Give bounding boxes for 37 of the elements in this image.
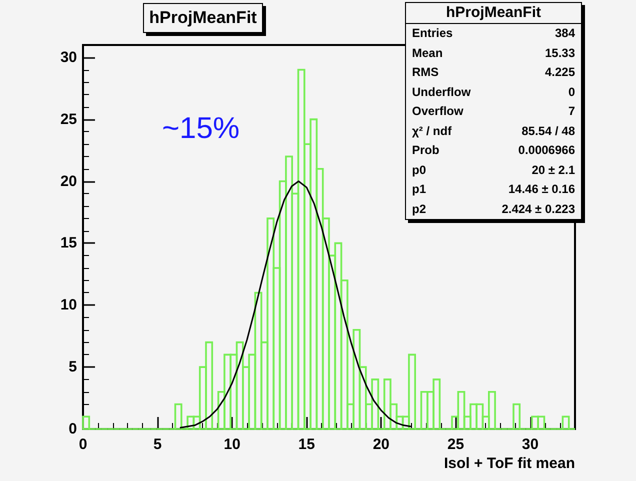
- annotation: 4.225: [544, 64, 575, 81]
- text: Entries: [412, 25, 453, 42]
- x-tick-label: 25: [447, 436, 464, 453]
- text: 384: [554, 25, 575, 42]
- y-tick-label: 30: [60, 48, 77, 66]
- annotation: p0: [412, 162, 426, 178]
- annotation: p1: [412, 181, 426, 198]
- annotation: χ² / ndf: [412, 122, 452, 140]
- x-axis-title: Isol + ToF fit mean: [444, 455, 575, 472]
- annotation: 14.46 ± 0.16: [508, 181, 575, 198]
- y-tick-label: 5: [68, 358, 77, 376]
- annotation: 7: [568, 103, 575, 120]
- x-tick-label: 5: [153, 436, 162, 453]
- chart-title: hProjMeanFit: [143, 3, 263, 33]
- x-tick-label: 30: [522, 436, 539, 453]
- text: hProjMeanFit: [406, 3, 581, 24]
- y-tick-label: 20: [60, 172, 77, 190]
- annotation: 20 ± 2.1: [532, 162, 575, 178]
- y-tick-label: 0: [68, 420, 77, 438]
- y-tick-label: 15: [60, 234, 77, 252]
- annotation: 2.424 ± 0.223: [502, 200, 575, 218]
- y-tick-label: 10: [60, 296, 77, 314]
- annotation: 0: [568, 84, 575, 100]
- y-tick-label: 25: [60, 110, 77, 128]
- annotation: 15.33: [544, 44, 575, 62]
- annotation: Overflow: [412, 103, 464, 120]
- annotation: 85.54 / 48: [522, 122, 575, 140]
- annotation: Mean: [412, 44, 443, 62]
- annotation: p2: [412, 200, 426, 218]
- annotation: Underflow: [412, 84, 471, 100]
- x-tick-label: 15: [298, 436, 315, 453]
- annotation: ~15%: [162, 112, 240, 146]
- x-tick-label: 10: [224, 436, 240, 453]
- annotation: 0.0006966: [518, 142, 575, 159]
- x-tick-label: 20: [372, 436, 390, 453]
- annotation: Prob: [412, 142, 440, 159]
- annotation: RMS: [412, 64, 439, 81]
